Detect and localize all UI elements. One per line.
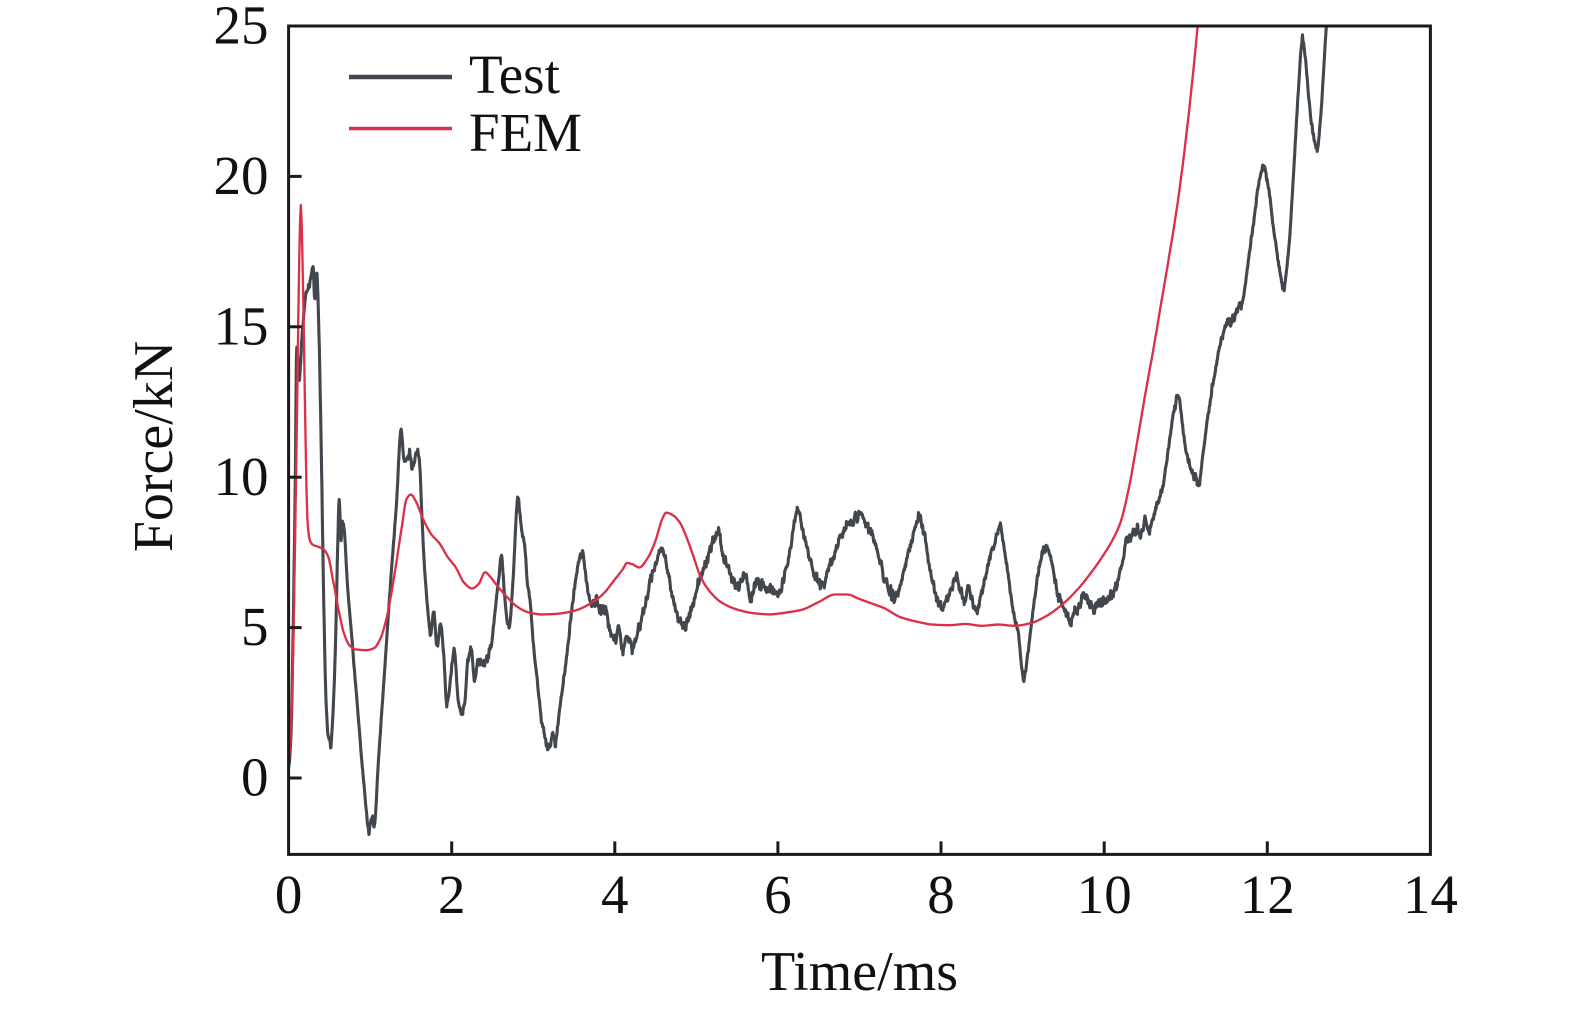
svg-text:4: 4 <box>601 864 629 925</box>
svg-text:15: 15 <box>214 295 269 356</box>
svg-text:6: 6 <box>764 864 792 925</box>
svg-text:0: 0 <box>241 747 269 808</box>
svg-text:20: 20 <box>214 145 269 206</box>
svg-text:Force/kN: Force/kN <box>123 341 185 553</box>
svg-text:5: 5 <box>241 596 269 657</box>
svg-text:FEM: FEM <box>469 102 582 163</box>
svg-text:14: 14 <box>1403 864 1458 925</box>
svg-text:25: 25 <box>214 0 269 56</box>
svg-text:Test: Test <box>469 44 560 105</box>
svg-text:0: 0 <box>275 864 303 925</box>
svg-text:Time/ms: Time/ms <box>761 941 958 1003</box>
svg-text:10: 10 <box>214 446 269 507</box>
svg-text:10: 10 <box>1077 864 1132 925</box>
svg-text:8: 8 <box>927 864 955 925</box>
svg-text:12: 12 <box>1240 864 1295 925</box>
svg-text:2: 2 <box>438 864 466 925</box>
